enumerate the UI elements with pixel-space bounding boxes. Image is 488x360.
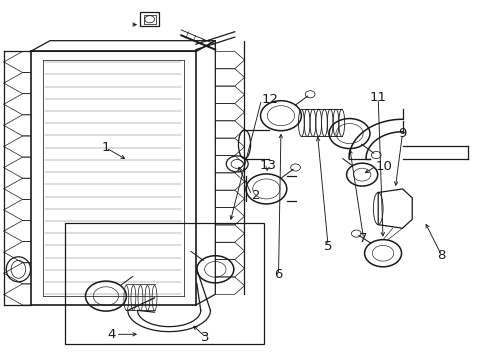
Bar [140, 12, 159, 26]
Text: 11: 11 [369, 91, 386, 104]
Text: 13: 13 [259, 159, 276, 172]
Bar [143, 15, 155, 23]
Text: 3: 3 [201, 331, 209, 344]
Text: 2: 2 [251, 189, 260, 202]
Text: 1: 1 [102, 141, 110, 154]
Text: 9: 9 [398, 127, 406, 140]
Text: 10: 10 [375, 160, 392, 173]
Text: 7: 7 [359, 233, 367, 246]
Bar [64, 223, 264, 344]
Text: 8: 8 [436, 248, 445, 261]
Text: 5: 5 [323, 240, 332, 253]
Text: 4: 4 [107, 328, 116, 341]
Text: 6: 6 [274, 268, 282, 281]
Text: 12: 12 [261, 93, 278, 106]
